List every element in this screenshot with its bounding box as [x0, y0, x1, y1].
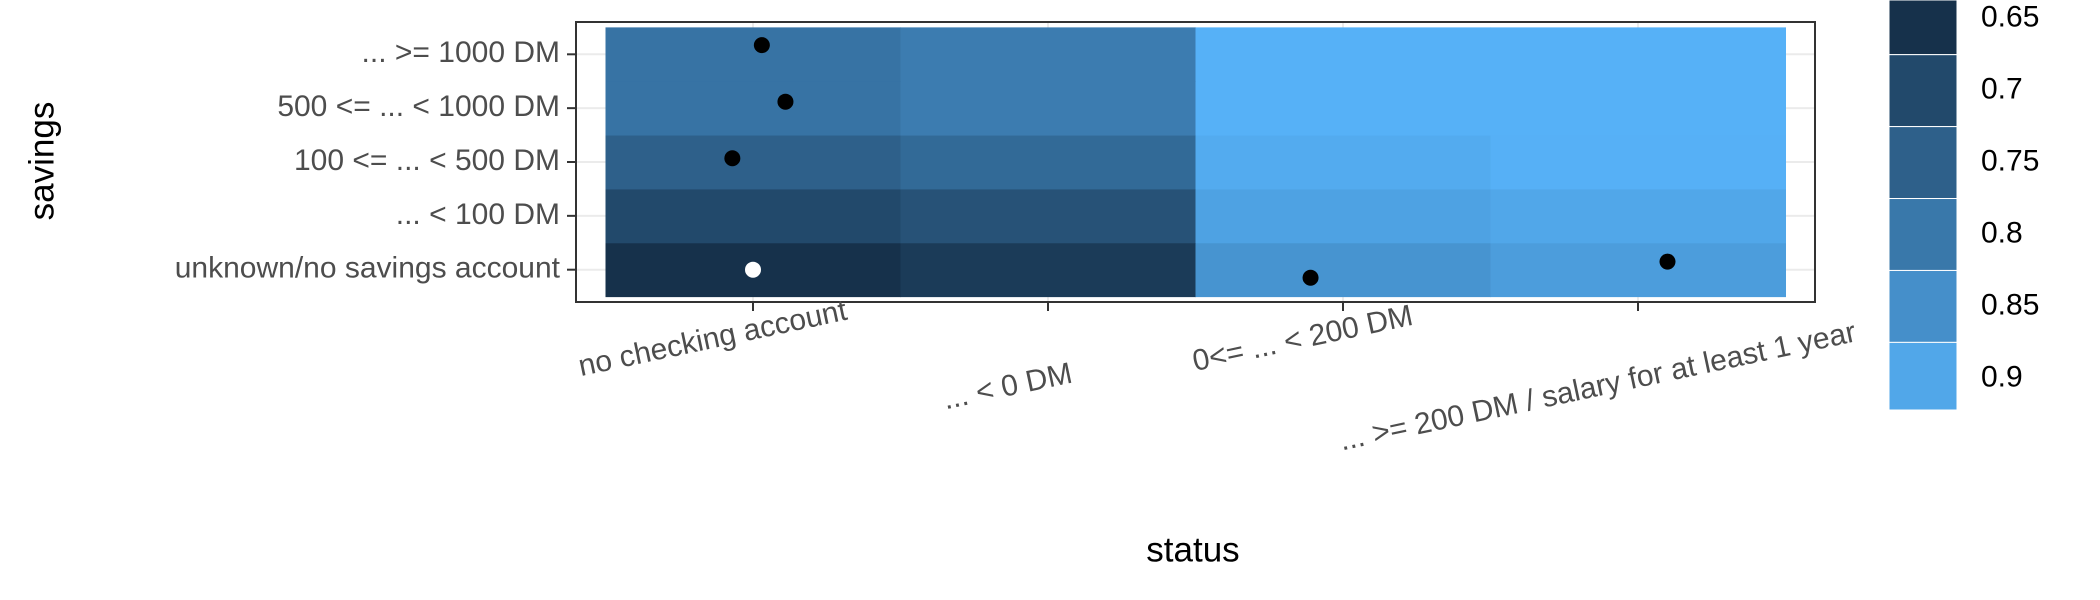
legend-swatch — [1888, 341, 1958, 411]
heatmap-cell — [605, 135, 901, 190]
legend-swatch — [1888, 0, 1958, 56]
y-tick-label: 100 <= ... < 500 DM — [294, 144, 560, 177]
heatmap-cell — [1490, 27, 1786, 82]
heatmap-cell — [605, 188, 901, 244]
heatmap-cell — [1490, 135, 1786, 190]
x-axis-title: status — [1146, 530, 1239, 569]
legend-swatch — [1888, 54, 1958, 128]
heatmap-cell — [900, 242, 1196, 298]
heatmap-cell — [1490, 242, 1786, 298]
legend-swatch — [1888, 126, 1958, 200]
y-tick-label: ... >= 1000 DM — [362, 36, 560, 69]
heatmap-cell — [900, 81, 1196, 136]
heatmap-cell — [1490, 81, 1786, 136]
legend-swatch — [1888, 269, 1958, 343]
y-tick-label: 500 <= ... < 1000 DM — [277, 90, 560, 123]
heatmap-cell — [900, 27, 1196, 82]
heatmap-cell — [1195, 81, 1491, 136]
point — [745, 261, 761, 278]
y-tick-label: unknown/no savings account — [175, 252, 561, 285]
y-axis-title: savings — [22, 102, 61, 221]
legend-label: 0.7 — [1981, 73, 2023, 106]
legend-label: 0.85 — [1981, 288, 2039, 321]
heatmap-cell — [900, 135, 1196, 190]
x-tick-label: ... < 0 DM — [940, 357, 1075, 416]
point — [724, 150, 741, 167]
legend-label: 0.9 — [1981, 360, 2023, 393]
heatmap-cell — [1195, 242, 1491, 298]
heatmap-cell — [1195, 135, 1491, 190]
heatmap-cell — [605, 81, 901, 136]
heatmap-cell — [1490, 188, 1786, 244]
heatmap-cell — [1195, 27, 1491, 82]
point — [777, 93, 794, 110]
heatmap-cell — [900, 188, 1196, 244]
point — [1659, 253, 1676, 270]
y-tick-label: ... < 100 DM — [396, 198, 560, 231]
point — [1302, 269, 1319, 286]
x-tick-label: no checking account — [575, 294, 850, 383]
x-tick-label: ... >= 200 DM / salary for at least 1 ye… — [1337, 316, 1859, 458]
legend-label: 0.8 — [1981, 216, 2023, 249]
x-tick-label: 0<= ... < 200 DM — [1190, 299, 1416, 378]
heatmap-cell — [1195, 188, 1491, 244]
legend-swatch — [1888, 198, 1958, 271]
legend-label: 0.75 — [1981, 144, 2039, 177]
heatmap-cell — [605, 27, 901, 82]
point — [753, 37, 770, 54]
legend-label: 0.65 — [1981, 1, 2039, 34]
